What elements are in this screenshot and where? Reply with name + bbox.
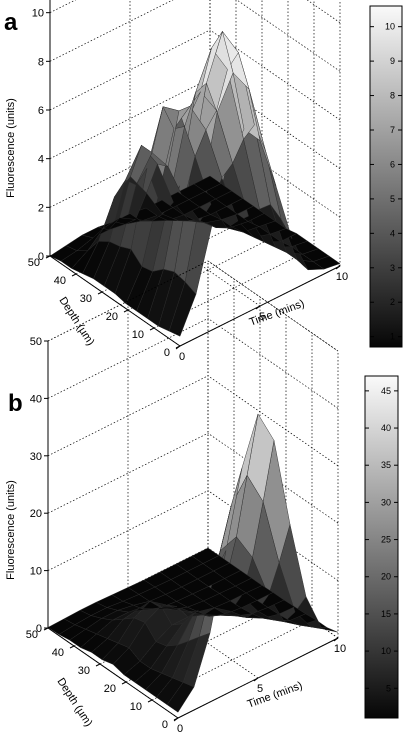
- y-tick-label: 0: [164, 347, 170, 359]
- x-tick-label: 10: [334, 643, 346, 655]
- colorbar-tick-label: 25: [381, 535, 391, 545]
- colorbar-tick-label: 40: [381, 423, 391, 433]
- x-tick: [255, 305, 261, 310]
- x-axis-label-a: Time (mins): [248, 298, 306, 329]
- colorbar-tick-label: 5: [386, 683, 391, 693]
- x-tick: [335, 265, 341, 270]
- y-tick: [123, 309, 129, 313]
- y-tick: [71, 273, 77, 277]
- y-tick-label: 40: [52, 647, 64, 659]
- z-tick-label: 10: [30, 566, 42, 578]
- x-tick-label: 5: [257, 683, 263, 695]
- z-tick-label: 2: [38, 202, 44, 214]
- colorbar-tick-label: 4: [390, 228, 395, 238]
- colorbar-tick-label: 10: [381, 646, 391, 656]
- y-axis-label-b: Depth (µm): [54, 676, 94, 729]
- z-tick-label: 30: [30, 451, 42, 463]
- colorbar-tick-label: 8: [390, 91, 395, 101]
- colorbar-tick-label: 10: [385, 22, 395, 32]
- colorbar-tick-label: 45: [381, 386, 391, 396]
- colorbar-tick-label: 15: [381, 609, 391, 619]
- y-tick-label: 10: [132, 329, 144, 341]
- y-tick: [173, 717, 179, 721]
- y-tick: [95, 663, 101, 667]
- z-tick-label: 20: [30, 508, 42, 520]
- panel-label-b: b: [8, 390, 23, 417]
- colorbar-tick-label: 6: [390, 159, 395, 169]
- x-tick-label: 0: [177, 723, 183, 735]
- z-tick-label: 50: [30, 336, 42, 348]
- x-tick: [333, 637, 339, 642]
- back-wall-grid-line: [207, 318, 339, 409]
- back-wall-grid-line: [49, 29, 211, 111]
- colorbar: [369, 5, 403, 348]
- y-tick: [175, 345, 181, 349]
- colorbar-tick-label: 3: [390, 263, 395, 273]
- y-tick-label: 10: [130, 701, 142, 713]
- panel-a: 051001020304050024681012 a Fluorescence …: [4, 0, 403, 363]
- y-tick-label: 30: [80, 293, 92, 305]
- back-wall-grid-line: [306, 0, 341, 23]
- x-tick-label: 0: [179, 351, 185, 363]
- x-tick-label: 10: [336, 271, 348, 283]
- colorbar-tick-label: 35: [381, 460, 391, 470]
- y-tick: [149, 327, 155, 331]
- z-tick-label: 0: [36, 623, 42, 635]
- surface-patch: [49, 245, 78, 262]
- z-tick-label: 8: [38, 56, 44, 68]
- z-axis-label-b: Fluorescence (units): [5, 480, 17, 580]
- y-tick: [121, 681, 127, 685]
- y-tick: [69, 645, 75, 649]
- y-axis-line: [49, 255, 181, 347]
- colorbar-tick-label: 1: [390, 332, 395, 342]
- colorbar-tick-label: 2: [390, 297, 395, 307]
- colorbar-tick-label: 20: [381, 572, 391, 582]
- z-tick-label: 0: [38, 251, 44, 263]
- y-axis-line: [47, 627, 179, 719]
- x-tick-label: 5: [259, 311, 265, 323]
- z-tick-label: 40: [30, 393, 42, 405]
- y-tick-label: 30: [78, 665, 90, 677]
- z-tick-label: 4: [38, 154, 44, 166]
- colorbar-tick-label: 9: [390, 56, 395, 66]
- z-tick-label: 6: [38, 105, 44, 117]
- back-wall-grid-line: [47, 432, 209, 514]
- y-tick-label: 0: [162, 719, 168, 731]
- z-tick-label: 10: [32, 8, 44, 20]
- colorbar-tick-label: 30: [381, 497, 391, 507]
- y-tick-label: 40: [54, 275, 66, 287]
- y-tick: [97, 291, 103, 295]
- y-tick-label: 20: [106, 311, 118, 323]
- x-tick: [253, 677, 259, 682]
- y-tick-label: 50: [26, 629, 38, 641]
- y-tick: [147, 699, 153, 703]
- colorbar-tick-label: 5: [390, 194, 395, 204]
- y-tick-label: 20: [104, 683, 116, 695]
- y-tick-label: 50: [28, 257, 40, 269]
- surface-b: [47, 413, 339, 713]
- colorbar: [364, 375, 399, 719]
- panel-label-a: a: [4, 9, 18, 36]
- x-axis-label-b: Time (mins): [246, 680, 304, 711]
- surface-patch: [47, 618, 76, 635]
- colorbar-tick-label: 7: [390, 125, 395, 135]
- z-axis-label-a: Fluorescence (units): [5, 98, 17, 198]
- surface-a: [49, 30, 341, 337]
